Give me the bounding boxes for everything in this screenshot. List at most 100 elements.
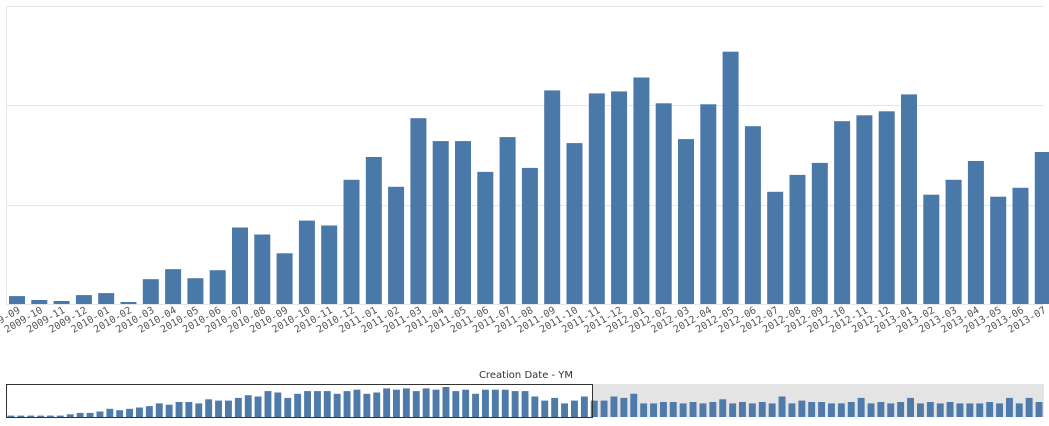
overview-bar bbox=[996, 403, 1003, 417]
overview-bar bbox=[1015, 403, 1023, 417]
bar-2012-08[interactable] bbox=[789, 174, 806, 304]
overview-selection-window[interactable] bbox=[6, 384, 593, 418]
bar-2010-01[interactable] bbox=[98, 293, 115, 304]
overview-bar bbox=[768, 403, 776, 417]
bar-2012-09[interactable] bbox=[811, 162, 828, 304]
overview-bar bbox=[472, 393, 479, 417]
overview-bar bbox=[254, 396, 262, 417]
overview-bar bbox=[225, 400, 232, 417]
bar-2010-07[interactable] bbox=[232, 227, 248, 305]
overview-bar bbox=[571, 400, 578, 417]
bar-2011-12[interactable] bbox=[611, 91, 628, 305]
overview-bar bbox=[96, 411, 104, 417]
overview-bar bbox=[739, 402, 746, 417]
bar-2009-11[interactable] bbox=[53, 301, 70, 304]
bar-2012-10[interactable] bbox=[834, 121, 851, 304]
bar-2012-11[interactable] bbox=[856, 115, 873, 304]
bar-2010-10[interactable] bbox=[298, 220, 315, 304]
overview-bar bbox=[818, 402, 825, 417]
overview-bar bbox=[620, 397, 628, 417]
bar-2010-11[interactable] bbox=[321, 225, 338, 305]
overview-bar bbox=[106, 408, 114, 417]
overview-bar bbox=[442, 387, 450, 417]
overview-bar bbox=[7, 415, 15, 417]
bar-2013-04[interactable] bbox=[967, 161, 984, 304]
overview-bar bbox=[145, 406, 153, 417]
overview-bar bbox=[966, 403, 974, 417]
bar-2012-03[interactable] bbox=[678, 139, 694, 304]
bar-2011-04[interactable] bbox=[432, 141, 449, 304]
bar-2011-05[interactable] bbox=[455, 141, 471, 304]
overview-bar bbox=[323, 391, 331, 417]
bar-2013-07[interactable] bbox=[1034, 152, 1049, 304]
overview-bar bbox=[600, 400, 608, 417]
bar-2012-07[interactable] bbox=[767, 191, 784, 304]
bar-2011-09[interactable] bbox=[544, 90, 561, 305]
overview-bar bbox=[511, 391, 519, 417]
bar-2010-08[interactable] bbox=[254, 234, 271, 305]
bars[interactable] bbox=[9, 51, 1049, 305]
bar-2009-10[interactable] bbox=[31, 300, 48, 304]
overview-bar bbox=[195, 403, 203, 417]
bar-2013-01[interactable] bbox=[901, 94, 917, 305]
bar-2010-09[interactable] bbox=[276, 253, 293, 304]
overview-bar bbox=[116, 410, 124, 417]
overview-bar bbox=[847, 402, 855, 417]
bar-2010-06[interactable] bbox=[209, 270, 226, 304]
overview-bar bbox=[897, 402, 905, 417]
bar-2012-02[interactable] bbox=[655, 103, 672, 304]
x-tick-labels: 2009-092009-102009-112009-122010-012010-… bbox=[0, 305, 1048, 336]
overview-bar bbox=[561, 403, 568, 417]
overview-bar bbox=[66, 414, 74, 417]
overview-bar bbox=[679, 403, 687, 417]
overview-bar bbox=[1035, 402, 1043, 417]
bar-2011-08[interactable] bbox=[521, 167, 538, 304]
bar-2013-05[interactable] bbox=[990, 196, 1007, 304]
bar-2010-02[interactable] bbox=[120, 302, 137, 304]
bar-2013-03[interactable] bbox=[945, 179, 962, 304]
bar-2012-01[interactable] bbox=[633, 77, 650, 305]
overview-bar bbox=[857, 397, 865, 417]
overview-bar bbox=[630, 393, 638, 417]
overview-bar bbox=[234, 397, 242, 417]
overview-bar bbox=[304, 391, 311, 417]
bar-2012-06[interactable] bbox=[744, 126, 761, 304]
overview-bar bbox=[610, 396, 618, 417]
overview-bar bbox=[333, 393, 341, 417]
bar-2009-12[interactable] bbox=[75, 295, 92, 304]
overview-bar bbox=[719, 399, 727, 417]
overview-bar bbox=[37, 415, 45, 417]
bar-2011-06[interactable] bbox=[477, 171, 494, 304]
overview-bar bbox=[640, 403, 648, 417]
overview-bar bbox=[699, 403, 707, 417]
bar-2010-03[interactable] bbox=[142, 279, 159, 304]
bar-2010-04[interactable] bbox=[165, 269, 182, 304]
overview-bar bbox=[709, 402, 717, 417]
bar-2009-09[interactable] bbox=[9, 296, 25, 304]
overview-strip[interactable] bbox=[6, 384, 1045, 418]
overview-bar bbox=[27, 415, 35, 417]
bar-2010-05[interactable] bbox=[187, 278, 204, 304]
overview-bar bbox=[867, 403, 875, 417]
bar-2011-07[interactable] bbox=[499, 137, 516, 304]
overview-bar bbox=[501, 389, 509, 417]
bar-2012-05[interactable] bbox=[722, 51, 739, 305]
bar-2013-06[interactable] bbox=[1012, 187, 1029, 304]
bar-2011-02[interactable] bbox=[388, 186, 405, 304]
overview-bar bbox=[343, 391, 351, 417]
bar-2011-01[interactable] bbox=[365, 157, 382, 304]
bar-2012-04[interactable] bbox=[700, 104, 717, 304]
overview-bar bbox=[76, 412, 84, 417]
overview-bar bbox=[778, 396, 786, 417]
bar-2011-10[interactable] bbox=[566, 143, 583, 304]
bar-2013-02[interactable] bbox=[923, 194, 940, 304]
overview-bar bbox=[936, 403, 944, 417]
bar-2011-03[interactable] bbox=[410, 118, 427, 304]
bar-2012-12[interactable] bbox=[878, 111, 895, 304]
overview-bar bbox=[17, 415, 25, 417]
overview-bar bbox=[491, 389, 499, 417]
overview-bar bbox=[976, 403, 984, 417]
overview-bar bbox=[660, 402, 667, 417]
bar-2010-12[interactable] bbox=[343, 179, 360, 304]
bar-2011-11[interactable] bbox=[588, 93, 605, 305]
